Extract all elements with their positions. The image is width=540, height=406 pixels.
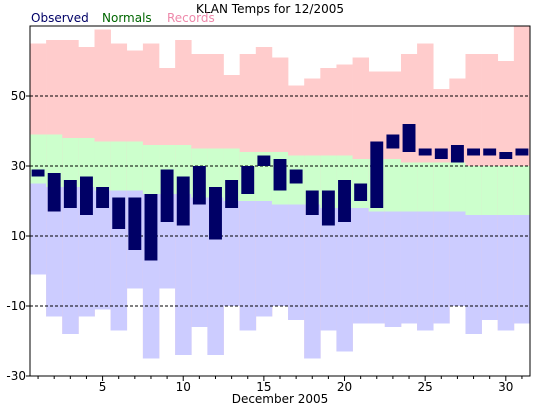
plot-area (30, 26, 531, 377)
record-low-bar (239, 201, 257, 331)
normal-range-bar (481, 166, 499, 215)
normal-range-bar (465, 166, 482, 215)
x-tick-label: 20 (337, 380, 352, 394)
y-tick-label: 50 (11, 89, 26, 103)
observed-bar (386, 134, 400, 149)
record-low-bar (368, 211, 386, 324)
normal-range-bar (417, 162, 434, 212)
normal-range-bar (513, 166, 531, 215)
observed-bar (354, 183, 368, 201)
observed-bar (289, 169, 303, 184)
record-low-bar (304, 204, 321, 359)
observed-bar (47, 173, 61, 212)
observed-bar (338, 180, 351, 222)
record-low-bar (78, 187, 95, 317)
record-low-bar (175, 194, 192, 355)
observed-bar (225, 180, 239, 208)
record-low-bar (433, 211, 450, 324)
observed-bar (63, 180, 77, 208)
normal-range-bar (400, 162, 418, 212)
observed-bar (450, 145, 464, 163)
x-axis-label: December 2005 (232, 392, 329, 406)
x-tick-label: 25 (418, 380, 433, 394)
normal-range-bar (433, 162, 450, 212)
record-low-bar (30, 183, 47, 275)
normal-range-bar (62, 138, 79, 187)
record-low-bar (400, 211, 418, 324)
observed-bar (192, 166, 206, 205)
record-low-bar (191, 197, 208, 327)
chart-title: KLAN Temps for 12/2005 (196, 2, 344, 16)
observed-bar (483, 148, 497, 156)
record-low-bar (449, 211, 466, 306)
y-tick-label: 10 (11, 229, 26, 243)
record-low-bar (513, 215, 531, 324)
legend-records: Records (167, 11, 215, 25)
axes: -30 -10 10 30 50 5 10 15 20 25 30 (6, 25, 531, 394)
observed-bar (273, 159, 287, 191)
y-tick-label: 30 (11, 159, 26, 173)
y-tick-label: -30 (6, 369, 26, 383)
record-low-bar (62, 187, 79, 334)
x-tick-label: 15 (256, 380, 271, 394)
normal-range-bar (142, 145, 160, 194)
normal-range-bar (110, 141, 128, 191)
observed-bar (112, 197, 126, 229)
observed-bar (176, 176, 190, 226)
record-low-bar (255, 201, 273, 317)
observed-bar (499, 152, 513, 159)
record-low-bar (223, 201, 240, 306)
record-low-bar (465, 215, 482, 334)
record-low-bar (481, 215, 499, 320)
observed-bar (241, 166, 255, 194)
observed-bar (402, 124, 416, 152)
observed-bar (305, 190, 319, 215)
normal-range-bar (126, 141, 144, 191)
legend-observed: Observed (31, 11, 89, 25)
normal-range-bar (497, 166, 515, 215)
observed-bar (321, 190, 335, 226)
legend-normals: Normals (102, 11, 152, 25)
observed-bar (434, 148, 448, 159)
record-low-bar (271, 204, 289, 306)
observed-bar (128, 197, 142, 250)
record-low-bar (384, 211, 402, 327)
observed-bar (160, 169, 174, 222)
observed-bar (467, 148, 480, 156)
normal-range-bar (78, 138, 95, 187)
observed-bar (80, 176, 93, 215)
normal-range-bar (207, 148, 224, 198)
observed-bar (96, 187, 110, 208)
x-tick-label: 30 (498, 380, 513, 394)
observed-bar (370, 141, 384, 208)
record-low-bar (46, 187, 63, 317)
record-low-bar (352, 208, 370, 324)
observed-bar (209, 187, 222, 240)
record-low-bar (497, 215, 515, 331)
observed-bar (257, 155, 271, 166)
record-low-bar (94, 190, 111, 310)
observed-bar (418, 148, 432, 156)
observed-bar (515, 148, 529, 156)
x-tick-label: 5 (99, 380, 107, 394)
y-tick-label: -10 (6, 299, 26, 313)
normal-range-bar (449, 162, 466, 212)
record-low-bar (320, 208, 337, 331)
observed-bar (31, 169, 45, 177)
record-low-bar (336, 208, 353, 352)
record-low-bar (288, 204, 305, 320)
x-tick-label: 10 (176, 380, 191, 394)
record-low-bar (417, 211, 434, 331)
observed-bar (144, 194, 158, 261)
normal-range-bar (384, 159, 402, 212)
